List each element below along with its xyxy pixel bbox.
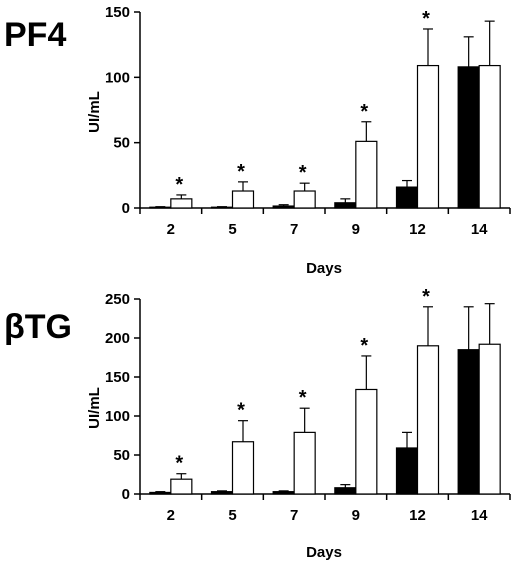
x-tick-label: 9 <box>352 507 360 524</box>
bar-black <box>334 487 357 495</box>
significance-marker: * <box>175 453 183 475</box>
bar-black <box>395 447 419 495</box>
x-axis-title: Days <box>306 260 342 277</box>
y-tick-label: 100 <box>105 408 130 425</box>
x-tick-label: 9 <box>352 221 360 238</box>
bar-white <box>416 64 440 209</box>
significance-marker: * <box>360 335 368 357</box>
y-tick-label: 50 <box>113 135 130 152</box>
bar-black <box>149 491 172 495</box>
pf4-chart: PF4 UI/mL Days 0 50 100 150 2 * 5 * 7 * 9 * 12 * 14 <box>4 4 511 277</box>
bar-black <box>457 66 480 209</box>
x-tick-label: 2 <box>167 221 175 238</box>
y-tick-label: 0 <box>122 486 130 503</box>
x-axis-title: Days <box>306 544 342 561</box>
panel-label: PF4 <box>4 16 66 54</box>
bar-black <box>210 491 234 495</box>
bar-white <box>231 441 255 495</box>
y-tick-label: 150 <box>105 369 130 386</box>
bar-white <box>293 431 316 495</box>
significance-marker: * <box>237 161 245 183</box>
x-tick-label: 7 <box>290 221 298 238</box>
bar-white <box>355 388 378 495</box>
y-axis-title: UI/mL <box>86 91 103 133</box>
x-tick-label: 14 <box>471 221 488 238</box>
x-tick-label: 12 <box>409 221 426 238</box>
significance-marker: * <box>422 8 430 30</box>
significance-marker: * <box>360 101 368 123</box>
bar-black <box>395 186 419 209</box>
significance-marker: * <box>175 174 183 196</box>
btg-chart: βTG UI/mL Days 0 50 100 150 200 250 2 * 5 * 7 * 9 * 12… <box>4 286 511 561</box>
bar-white <box>355 140 378 209</box>
significance-marker: * <box>299 387 307 409</box>
bar-black <box>457 349 480 495</box>
bar-white <box>478 64 501 209</box>
y-tick-label: 0 <box>122 200 130 217</box>
significance-marker: * <box>237 400 245 422</box>
panel-label: βTG <box>4 308 72 346</box>
y-tick-label: 150 <box>105 4 130 21</box>
x-tick-label: 12 <box>409 507 426 524</box>
bar-white <box>170 198 193 209</box>
y-axis-title: UI/mL <box>86 387 103 429</box>
bar-black <box>334 202 357 209</box>
significance-marker: * <box>299 162 307 184</box>
bar-white <box>170 478 193 495</box>
y-tick-label: 200 <box>105 330 130 347</box>
x-tick-label: 7 <box>290 507 298 524</box>
bar-black <box>272 205 295 209</box>
y-tick-label: 100 <box>105 69 130 86</box>
x-tick-label: 5 <box>228 221 236 238</box>
y-tick-label: 50 <box>113 447 130 464</box>
significance-marker: * <box>422 286 430 308</box>
x-tick-label: 2 <box>167 507 175 524</box>
x-tick-label: 14 <box>471 507 488 524</box>
x-tick-label: 5 <box>228 507 236 524</box>
bar-white <box>231 190 255 209</box>
y-tick-label: 250 <box>105 291 130 308</box>
bar-white <box>478 343 501 495</box>
bar-black <box>272 491 295 495</box>
bar-white <box>416 345 440 495</box>
bar-white <box>293 190 316 209</box>
